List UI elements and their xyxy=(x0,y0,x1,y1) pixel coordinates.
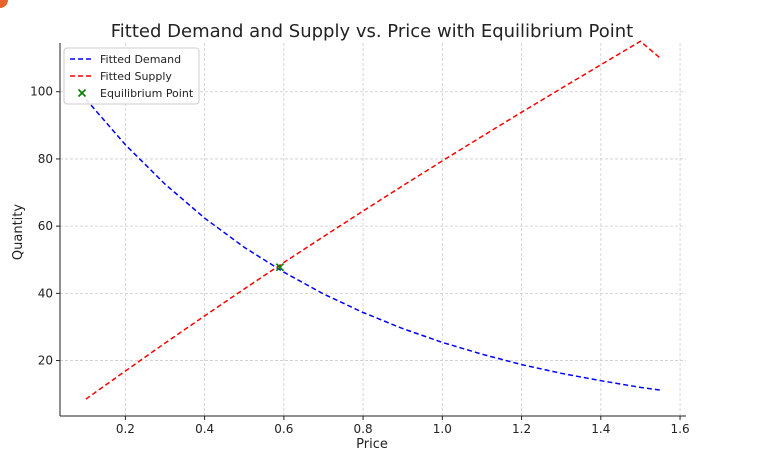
grid xyxy=(60,43,686,416)
corner-dot xyxy=(0,0,8,8)
y-axis-label: Quantity xyxy=(11,204,26,260)
legend-label: Fitted Demand xyxy=(100,53,181,66)
marker-stroke xyxy=(275,263,284,272)
y-tick-label: 60 xyxy=(38,219,53,233)
x-axis-label: Price xyxy=(356,437,388,452)
y-tick-label: 20 xyxy=(38,354,53,368)
plot-area xyxy=(85,40,661,400)
y-tick-label: 80 xyxy=(38,152,53,166)
axes: 0.2 0.4 0.6 0.8 1.0 1.2 1.4 1.6 20 40 60 80 100 xyxy=(30,43,690,436)
x-tick-label: 0.8 xyxy=(354,422,373,436)
series-line-fitted-demand xyxy=(85,98,661,391)
x-tick-label: 1.0 xyxy=(433,422,452,436)
series-line-fitted-supply xyxy=(85,40,661,400)
x-tick-label: 0.2 xyxy=(116,422,135,436)
marker-stroke xyxy=(77,88,87,98)
equilibrium-point-marker xyxy=(275,263,284,272)
x-tick-label: 0.4 xyxy=(195,422,214,436)
y-tick-label: 40 xyxy=(38,286,53,300)
legend-swatch xyxy=(77,88,87,98)
legend: Fitted Demand Fitted Supply Equilibrium Po… xyxy=(63,47,200,105)
legend-box xyxy=(63,47,200,105)
x-tick-label: 1.4 xyxy=(591,422,610,436)
chart-title: Fitted Demand and Supply vs. Price with … xyxy=(111,21,634,42)
x-tick-label: 1.2 xyxy=(512,422,531,436)
x-tick-label: 0.6 xyxy=(274,422,293,436)
legend-label: Fitted Supply xyxy=(100,70,172,83)
x-tick-label: 1.6 xyxy=(671,422,690,436)
y-tick-label: 100 xyxy=(30,85,53,99)
legend-label: Equilibrium Point xyxy=(100,87,194,100)
